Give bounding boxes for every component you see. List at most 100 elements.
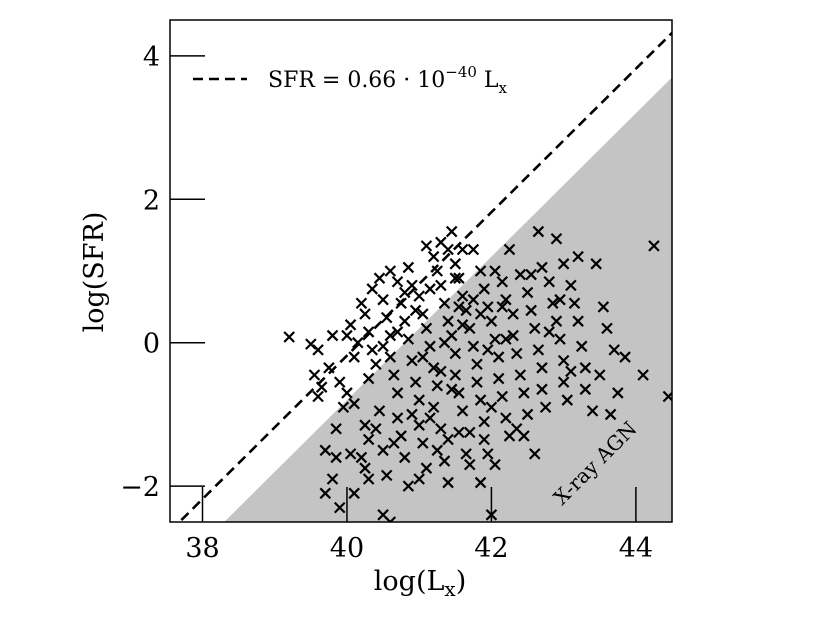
- data-point: [478, 433, 490, 446]
- x-tick-label: 42: [474, 533, 508, 564]
- data-point: [449, 258, 462, 270]
- data-point: [561, 394, 574, 406]
- data-point: [370, 422, 382, 435]
- data-point: [460, 304, 472, 317]
- data-point: [500, 412, 512, 424]
- data-point: [391, 275, 404, 288]
- data-point: [352, 336, 364, 349]
- data-point: [575, 340, 588, 353]
- data-point: [406, 408, 418, 421]
- data-point: [377, 340, 389, 353]
- data-point: [442, 476, 454, 489]
- data-point: [384, 351, 397, 363]
- data-point: [453, 387, 465, 399]
- data-point: [518, 387, 530, 399]
- data-point: [456, 290, 469, 302]
- data-point: [460, 448, 472, 460]
- data-point: [337, 401, 350, 414]
- data-point: [308, 369, 321, 381]
- data-point: [528, 322, 541, 335]
- data-point: [496, 275, 509, 288]
- data-point: [373, 405, 386, 417]
- y-tick-label: 4: [143, 42, 160, 73]
- data-point: [333, 501, 346, 514]
- y-axis-label: log(SFR): [79, 212, 110, 333]
- data-point: [344, 319, 357, 331]
- data-point: [413, 473, 425, 485]
- data-point: [467, 340, 480, 353]
- data-point: [370, 358, 382, 371]
- x-axis-label: log(Lx): [374, 566, 466, 601]
- data-point: [489, 333, 501, 345]
- data-point: [550, 232, 563, 245]
- data-point: [449, 272, 462, 284]
- data-point: [565, 279, 577, 292]
- y-tick-label: 0: [143, 329, 160, 360]
- data-point: [453, 272, 465, 284]
- data-point: [355, 297, 368, 310]
- data-point: [312, 390, 324, 403]
- data-point: [514, 268, 527, 281]
- x-tick-label: 44: [619, 533, 653, 564]
- data-point: [330, 451, 342, 464]
- data-point: [557, 376, 570, 388]
- data-point: [442, 243, 454, 256]
- data-point: [402, 333, 415, 345]
- data-point: [463, 426, 476, 439]
- data-point: [449, 347, 462, 360]
- data-point: [435, 422, 447, 435]
- data-point: [478, 283, 490, 295]
- data-point: [326, 329, 339, 342]
- data-point: [510, 347, 523, 360]
- data-point: [496, 301, 509, 313]
- data-point: [463, 322, 476, 335]
- data-point: [377, 444, 389, 457]
- data-point: [427, 250, 440, 263]
- data-point: [388, 369, 400, 381]
- data-point: [467, 293, 480, 306]
- data-point: [586, 405, 599, 417]
- data-point: [384, 516, 397, 522]
- data-point: [380, 469, 393, 482]
- data-point: [417, 308, 429, 320]
- plot-frame: [169, 19, 673, 523]
- data-point: [467, 243, 480, 256]
- y-tick-label: 2: [143, 185, 160, 216]
- data-point: [482, 344, 494, 356]
- data-point: [319, 487, 332, 500]
- data-point: [608, 344, 620, 356]
- data-point: [474, 308, 487, 320]
- data-point: [557, 354, 570, 367]
- data-point: [543, 326, 555, 338]
- y-tick-label: −2: [120, 472, 160, 503]
- data-point: [536, 362, 548, 374]
- legend-subscript: x: [499, 79, 508, 97]
- data-point: [507, 308, 519, 320]
- data-point: [565, 365, 577, 378]
- data-point: [431, 379, 444, 392]
- x-axis-label-close: ): [456, 566, 467, 597]
- data-point: [489, 265, 501, 277]
- data-point: [362, 372, 375, 385]
- data-point: [333, 376, 346, 388]
- data-point: [510, 422, 523, 435]
- data-point: [449, 369, 462, 381]
- data-point: [445, 383, 458, 396]
- data-point: [482, 448, 494, 460]
- data-point: [550, 315, 563, 327]
- data-point: [413, 394, 425, 406]
- data-point: [525, 268, 537, 281]
- data-point: [384, 329, 397, 342]
- data-point: [420, 322, 433, 335]
- data-point: [496, 390, 509, 403]
- data-point: [402, 480, 415, 492]
- data-point: [359, 462, 371, 474]
- legend-exponent: −40: [445, 63, 477, 81]
- data-point: [637, 369, 649, 381]
- data-point: [391, 326, 404, 338]
- data-point: [424, 340, 436, 353]
- data-point: [359, 308, 371, 320]
- data-point: [521, 408, 534, 421]
- data-point: [474, 476, 487, 489]
- data-point: [471, 376, 483, 388]
